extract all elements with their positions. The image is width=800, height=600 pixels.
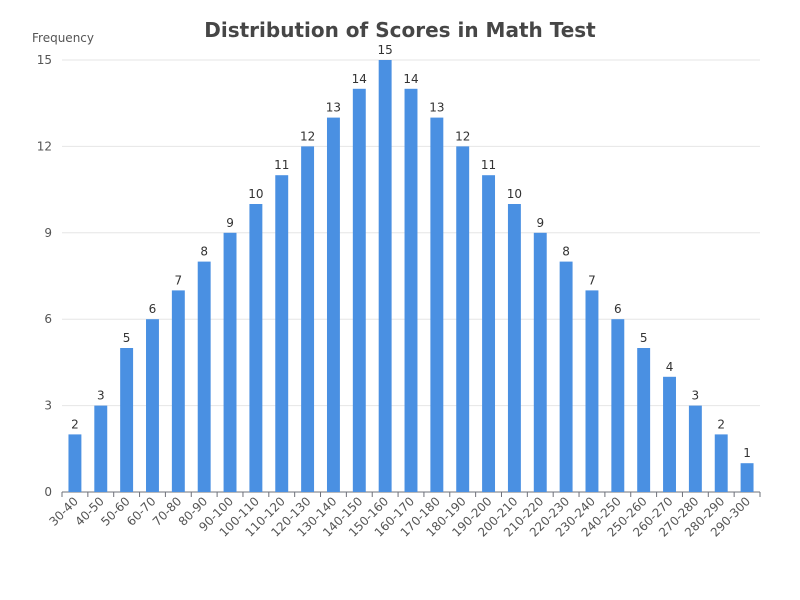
bar[interactable]	[482, 175, 496, 492]
bar-value-label: 9	[226, 216, 234, 230]
bar-value-label: 7	[175, 273, 183, 287]
bar-value-label: 7	[588, 273, 596, 287]
bar[interactable]	[197, 261, 211, 492]
bar-value-label: 3	[97, 389, 105, 403]
y-tick-label: 0	[44, 485, 52, 499]
bar[interactable]	[146, 319, 159, 492]
bar-value-label: 10	[248, 187, 263, 201]
bar-value-label: 3	[692, 389, 700, 403]
y-tick-label: 15	[37, 53, 52, 67]
bar[interactable]	[120, 348, 134, 492]
bar-value-label: 8	[562, 245, 570, 259]
bar-value-label: 8	[200, 245, 208, 259]
bar-value-label: 13	[429, 101, 444, 115]
bar-value-label: 14	[403, 72, 418, 86]
axes: 03691215Frequency30-4040-5050-6060-7070-…	[32, 31, 761, 540]
chart-title: Distribution of Scores in Math Test	[204, 18, 596, 42]
bar-value-label: 13	[326, 101, 341, 115]
bar[interactable]	[326, 117, 340, 492]
y-tick-label: 12	[37, 139, 52, 153]
y-tick-label: 6	[44, 312, 52, 326]
bar-value-label: 9	[536, 216, 544, 230]
bar-value-label: 12	[300, 129, 315, 143]
bar[interactable]	[714, 434, 728, 492]
bar-value-label: 14	[352, 72, 367, 86]
bar-value-label: 12	[455, 129, 470, 143]
y-tick-label: 3	[44, 399, 52, 413]
data-labels: 2 3 5 6 7 8 9 10 11 12 13 14 15 14 13 12 11 10 9 8 7 6 5 4 3 2 1	[71, 43, 751, 460]
bar[interactable]	[223, 232, 237, 493]
bar[interactable]	[378, 60, 392, 492]
bar[interactable]	[559, 261, 573, 492]
bar[interactable]	[171, 290, 185, 492]
bar[interactable]	[94, 405, 108, 492]
bar-value-label: 2	[71, 417, 79, 431]
bar[interactable]	[430, 117, 444, 492]
bar-value-label: 1	[743, 446, 751, 460]
bar[interactable]	[275, 175, 289, 492]
y-axis-label: Frequency	[32, 31, 94, 45]
bar[interactable]	[352, 88, 366, 493]
bar-value-label: 6	[149, 302, 157, 316]
bar[interactable]	[249, 204, 263, 492]
bar-value-label: 15	[378, 43, 393, 57]
bar[interactable]	[611, 319, 625, 492]
bar[interactable]	[456, 146, 470, 492]
bar[interactable]	[533, 232, 547, 493]
bar[interactable]	[301, 146, 315, 492]
bars	[68, 60, 754, 493]
bar[interactable]	[740, 463, 754, 492]
bar-value-label: 5	[123, 331, 131, 345]
bar[interactable]	[585, 290, 599, 492]
bar[interactable]	[688, 405, 702, 492]
bar-value-label: 6	[614, 302, 622, 316]
bar[interactable]	[68, 434, 82, 492]
bar[interactable]	[507, 204, 521, 492]
bar-value-label: 10	[507, 187, 522, 201]
bar[interactable]	[404, 88, 418, 493]
bar-value-label: 11	[481, 158, 496, 172]
y-tick-label: 9	[44, 226, 52, 240]
bar[interactable]	[637, 348, 651, 492]
bar-value-label: 4	[666, 360, 674, 374]
bar-value-label: 11	[274, 158, 289, 172]
bar-value-label: 5	[640, 331, 648, 345]
bar-value-label: 2	[717, 417, 725, 431]
bar[interactable]	[663, 376, 676, 492]
